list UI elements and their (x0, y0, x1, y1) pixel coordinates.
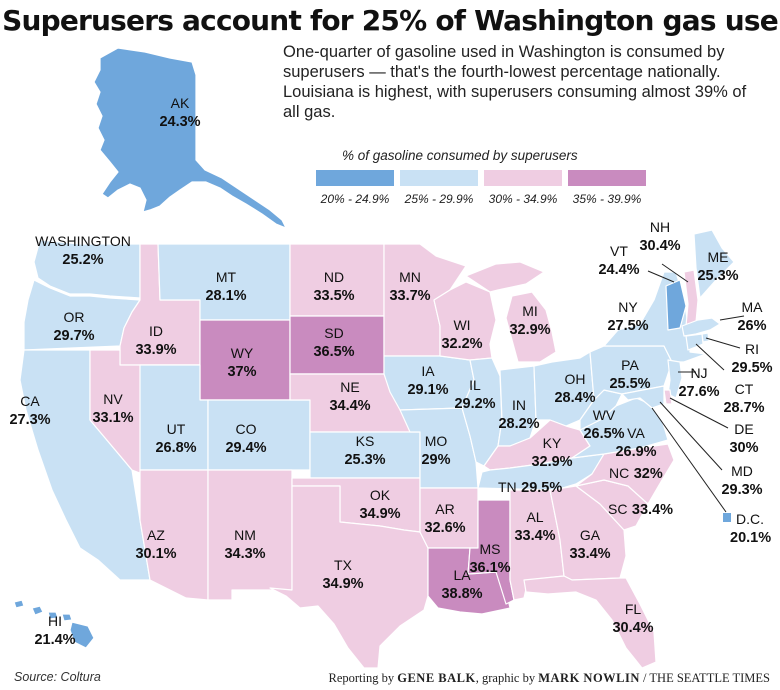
label-ME: ME 25.3% (697, 249, 739, 284)
label-DE: DE 30% (729, 421, 759, 456)
label-AL: AL 33.4% (514, 509, 556, 544)
label-ND: ND 33.5% (313, 269, 355, 304)
state-DE (663, 389, 673, 405)
label-CA: CA 27.3% (9, 393, 51, 428)
leader-dc (651, 407, 727, 513)
credit-line: Reporting by GENE BALK, graphic by MARK … (328, 671, 771, 685)
state-HI-5 (69, 621, 95, 649)
legend-label-1: 25% - 29.9% (404, 192, 474, 206)
leader-ma (719, 315, 745, 321)
label-DC: D.C. 20.1% (730, 511, 772, 546)
label-MD: MD 29.3% (721, 463, 763, 498)
label-MO: MO 29% (421, 433, 451, 468)
label-NC: NC 32% (609, 465, 663, 482)
label-IA: IA 29.1% (407, 363, 449, 398)
label-IL: IL 29.2% (454, 377, 496, 412)
label-NH: NH 30.4% (639, 219, 681, 254)
label-MN: MN 33.7% (389, 269, 431, 304)
state-HI-2 (31, 605, 44, 616)
legend-label-0: 20% - 24.9% (320, 192, 390, 206)
label-WV: WV 26.5% (583, 407, 625, 442)
label-LA: LA 38.8% (441, 567, 483, 602)
label-CT: CT 28.7% (723, 381, 765, 416)
legend-swatch-3 (568, 170, 646, 186)
label-WA: WASHINGTON 25.2% (35, 233, 131, 268)
label-NJ: NJ 27.6% (678, 365, 720, 400)
label-KS: KS 25.3% (344, 433, 386, 468)
label-TX: TX 34.9% (322, 557, 364, 592)
label-RI: RI 29.5% (731, 341, 773, 376)
label-SC: SC 33.4% (608, 501, 674, 518)
state-WI (433, 281, 497, 361)
source-note: Source: Coltura (14, 670, 101, 684)
legend-swatch-2 (484, 170, 562, 186)
page-title: Superusers account for 25% of Washington… (2, 4, 779, 37)
leader-ri (705, 337, 741, 349)
state-NM (207, 469, 293, 601)
label-SD: SD 36.5% (313, 325, 355, 360)
state-MI-lower (505, 291, 557, 363)
label-NY: NY 27.5% (607, 299, 649, 334)
leader-ct (695, 343, 725, 371)
legend-swatch-0 (316, 170, 394, 186)
legend-title: % of gasoline consumed by superusers (342, 148, 578, 163)
label-WY: WY 37% (227, 345, 257, 380)
label-CO: CO 29.4% (225, 421, 267, 456)
label-NE: NE 34.4% (329, 379, 371, 414)
label-MI: MI 32.9% (509, 303, 551, 338)
label-OK: OK 34.9% (359, 487, 401, 522)
state-CT (685, 333, 704, 351)
state-AK (93, 47, 287, 229)
label-AK: AK 24.3% (159, 95, 201, 130)
label-GA: GA 33.4% (569, 527, 611, 562)
label-WI: WI 32.2% (441, 317, 483, 352)
state-HI (13, 599, 25, 609)
state-MI (465, 261, 545, 293)
label-VT: VT 24.4% (598, 243, 640, 278)
legend-swatch-1 (400, 170, 478, 186)
state-HI-3 (47, 611, 59, 620)
label-AR: AR 32.6% (424, 501, 466, 536)
label-OR: OR 29.7% (53, 309, 95, 344)
subtitle: One-quarter of gasoline used in Washingt… (283, 43, 747, 121)
state-ME (693, 229, 735, 299)
label-MA: MA 26% (737, 299, 767, 334)
label-HI: HI 21.4% (34, 613, 76, 648)
label-NM: NM 34.3% (224, 527, 266, 562)
leader-md (659, 401, 723, 471)
label-MT: MT 28.1% (205, 269, 247, 304)
state-NJ (667, 359, 683, 399)
label-VA: VA 26.9% (615, 425, 657, 460)
label-PA: PA 25.5% (609, 357, 651, 392)
label-AZ: AZ 30.1% (135, 527, 177, 562)
label-TN: TN 29.5% (498, 479, 563, 496)
dc-marker (723, 513, 731, 522)
label-UT: UT 26.8% (155, 421, 197, 456)
label-NV: NV 33.1% (92, 391, 134, 426)
leader-lines (647, 263, 745, 513)
label-MS: MS 36.1% (469, 541, 511, 576)
leader-vt (647, 270, 675, 283)
state-TX (269, 485, 429, 669)
state-HI-4 (61, 613, 73, 622)
legend-label-2: 30% - 34.9% (488, 192, 558, 206)
label-FL: FL 30.4% (612, 601, 654, 636)
legend-label-3: 35% - 39.9% (572, 192, 642, 206)
label-KY: KY 32.9% (531, 435, 573, 470)
label-ID: ID 33.9% (135, 323, 177, 358)
label-IN: IN 28.2% (498, 397, 540, 432)
leader-de (669, 397, 729, 429)
state-FL (523, 575, 657, 669)
label-OH: OH 28.4% (554, 371, 596, 406)
state-WA (33, 239, 141, 299)
state-VT (665, 279, 687, 331)
leader-nh (661, 263, 689, 283)
